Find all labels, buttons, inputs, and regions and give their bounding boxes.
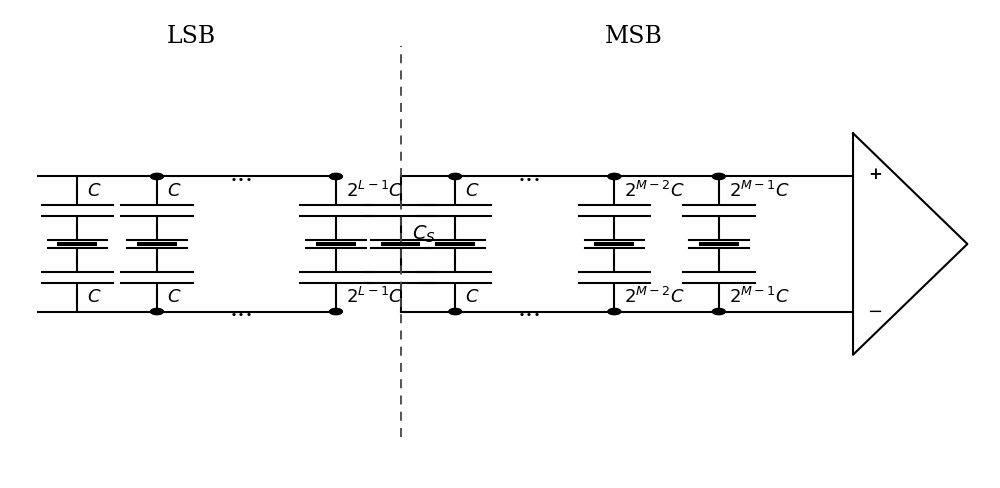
Circle shape bbox=[329, 173, 342, 180]
Text: ...: ... bbox=[518, 163, 542, 185]
Text: LSB: LSB bbox=[167, 25, 216, 48]
Text: $C$: $C$ bbox=[87, 288, 102, 306]
Circle shape bbox=[150, 308, 163, 315]
Text: ...: ... bbox=[518, 298, 542, 321]
Circle shape bbox=[608, 308, 621, 315]
Text: $2^{L-1}C$: $2^{L-1}C$ bbox=[346, 287, 403, 307]
Text: $2^{M-1}C$: $2^{M-1}C$ bbox=[729, 287, 790, 307]
Text: $C$: $C$ bbox=[465, 182, 480, 200]
Circle shape bbox=[712, 308, 725, 315]
Circle shape bbox=[150, 173, 163, 180]
Text: $2^{M-1}C$: $2^{M-1}C$ bbox=[729, 181, 790, 201]
Circle shape bbox=[712, 173, 725, 180]
Circle shape bbox=[329, 308, 342, 315]
Circle shape bbox=[449, 173, 462, 180]
Circle shape bbox=[449, 308, 462, 315]
Text: $2^{L-1}C$: $2^{L-1}C$ bbox=[346, 181, 403, 201]
Text: ...: ... bbox=[229, 163, 253, 185]
Text: −: − bbox=[867, 303, 882, 321]
Text: $C$: $C$ bbox=[167, 288, 181, 306]
Text: $C$: $C$ bbox=[465, 288, 480, 306]
Circle shape bbox=[608, 173, 621, 180]
Text: $2^{M-2}C$: $2^{M-2}C$ bbox=[624, 181, 685, 201]
Text: $C$: $C$ bbox=[87, 182, 102, 200]
Text: $C$: $C$ bbox=[167, 182, 181, 200]
Text: MSB: MSB bbox=[605, 25, 663, 48]
Text: $2^{M-2}C$: $2^{M-2}C$ bbox=[624, 287, 685, 307]
Text: +: + bbox=[868, 165, 882, 183]
Text: $C_S$: $C_S$ bbox=[412, 224, 436, 245]
Text: ...: ... bbox=[229, 298, 253, 321]
